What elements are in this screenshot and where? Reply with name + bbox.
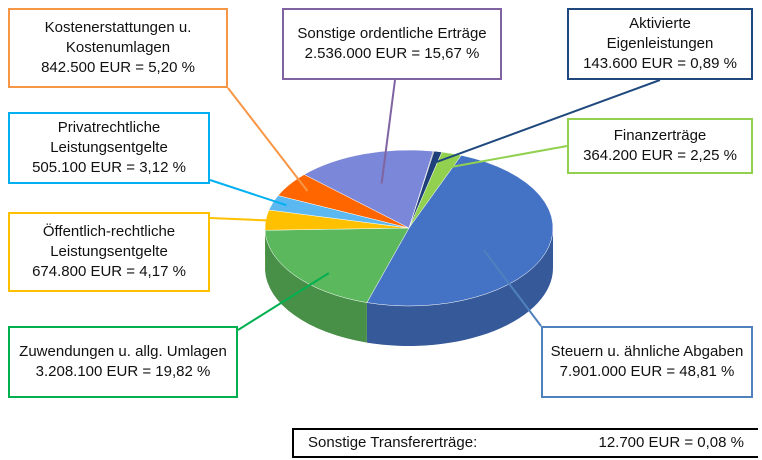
slice-value-label: 2.536.000 EUR = 15,67 % (304, 45, 480, 62)
slice-value-label: 674.800 EUR = 4,17 % (32, 263, 186, 280)
leader-line (380, 79, 396, 184)
slice-label: Kostenerstattungen u. Kostenumlagen 842.5… (8, 8, 228, 88)
slice-label: Privatrechtliche Leistungsentgelte 505.10… (8, 112, 210, 184)
slice-category: Steuern u. ähnliche Abgaben (550, 343, 744, 360)
leader-line (483, 249, 542, 327)
pie-slice (264, 227, 410, 303)
slice-label: Sonstige ordentliche Erträge 2.536.000 EU… (282, 8, 502, 80)
pie-side (366, 228, 553, 346)
pie-side (265, 230, 367, 343)
slice-label: Finanzerträge 364.200 EUR = 2,25 % (567, 118, 753, 174)
slice-value-label: 842.500 EUR = 5,20 % (41, 59, 195, 76)
slice-category: Sonstige Transfererträge: (308, 434, 478, 451)
leader-line (442, 145, 568, 170)
slice-value-label: 505.100 EUR = 3,12 % (32, 159, 186, 176)
pie-slice (408, 150, 435, 229)
slice-category: Kostenerstattungen u. Kostenumlagen (44, 19, 192, 56)
leader-line (433, 79, 661, 164)
pie-slice (303, 149, 434, 229)
slice-category: Öffentlich-rechtliche Leistungsentgelte (42, 223, 176, 260)
slice-value-label: 3.208.100 EUR = 19,82 % (35, 363, 211, 380)
pie-sides (265, 228, 553, 346)
leader-line (209, 179, 287, 207)
slice-label: Zuwendungen u. allg. Umlagen 3.208.100 EU… (8, 326, 238, 398)
pie-tops (264, 149, 554, 307)
slice-value-label: 12.700 EUR = 0,08 % (598, 434, 744, 451)
slice-category: Sonstige ordentliche Erträge (297, 25, 487, 42)
slice-label: Steuern u. ähnliche Abgaben 7.901.000 EUR… (541, 326, 753, 398)
leader-line (209, 217, 288, 223)
slice-category: Aktivierte Eigenleistungen (606, 15, 714, 52)
slice-label: Öffentlich-rechtliche Leistungsentgelte 6… (8, 212, 210, 292)
slice-value-label: 364.200 EUR = 2,25 % (583, 147, 737, 164)
slice-category: Finanzerträge (613, 127, 707, 144)
leader-line (227, 87, 309, 192)
leader-line (237, 272, 330, 331)
slice-label: Aktivierte Eigenleistungen 143.600 EUR = … (567, 8, 753, 80)
slice-category: Privatrechtliche Leistungsentgelte (50, 119, 168, 156)
pie-slice (366, 155, 554, 307)
slice-value-label: 143.600 EUR = 0,89 % (583, 55, 737, 72)
slice-label: Sonstige Transfererträge: 12.700 EUR = 0,… (292, 428, 758, 458)
slice-category: Zuwendungen u. allg. Umlagen (19, 343, 227, 360)
slice-value-label: 7.901.000 EUR = 48,81 % (559, 363, 735, 380)
